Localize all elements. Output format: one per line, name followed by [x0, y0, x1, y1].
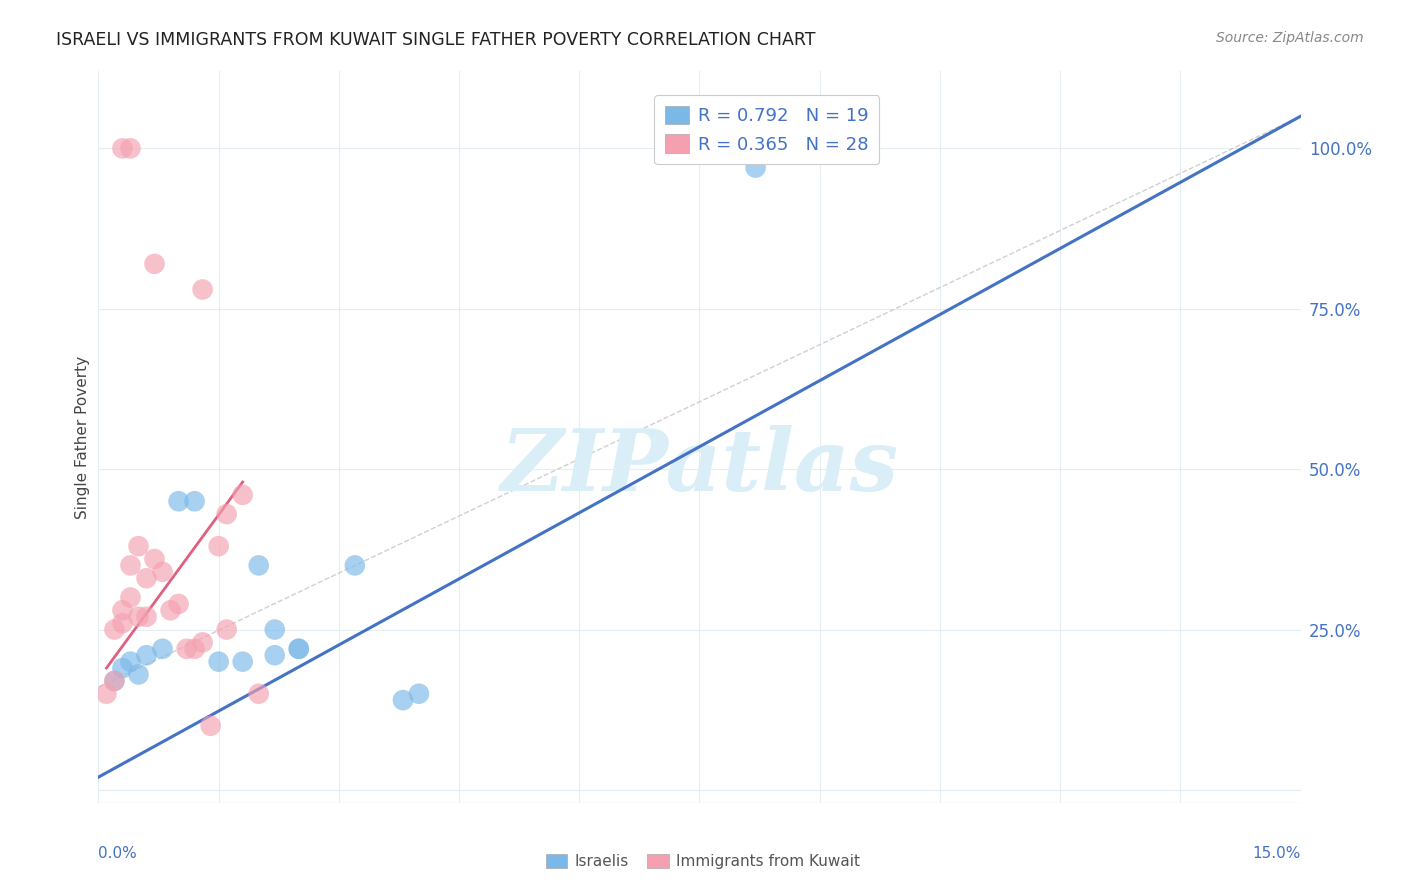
Point: [111, 616, 134, 631]
Point: [232, 488, 254, 502]
Point: [200, 719, 222, 733]
Point: [128, 667, 150, 681]
Point: [143, 257, 166, 271]
Point: [120, 591, 142, 605]
Point: [143, 552, 166, 566]
Point: [288, 641, 311, 656]
Point: [120, 655, 142, 669]
Point: [744, 161, 766, 175]
Point: [263, 623, 285, 637]
Point: [159, 603, 181, 617]
Text: ISRAELI VS IMMIGRANTS FROM KUWAIT SINGLE FATHER POVERTY CORRELATION CHART: ISRAELI VS IMMIGRANTS FROM KUWAIT SINGLE…: [56, 31, 815, 49]
Point: [152, 641, 174, 656]
Point: [111, 141, 134, 155]
Point: [135, 571, 157, 585]
Point: [232, 655, 254, 669]
Point: [183, 494, 205, 508]
Point: [167, 597, 190, 611]
Legend: R = 0.792   N = 19, R = 0.365   N = 28: R = 0.792 N = 19, R = 0.365 N = 28: [654, 95, 879, 164]
Point: [167, 494, 190, 508]
Point: [111, 661, 134, 675]
Y-axis label: Single Father Poverty: Single Father Poverty: [75, 356, 90, 518]
Point: [111, 603, 134, 617]
Point: [135, 648, 157, 663]
Point: [191, 283, 214, 297]
Point: [103, 673, 125, 688]
Point: [263, 648, 285, 663]
Point: [288, 641, 311, 656]
Point: [103, 673, 125, 688]
Point: [208, 539, 231, 553]
Point: [215, 507, 238, 521]
Point: [128, 609, 150, 624]
Point: [392, 693, 415, 707]
Point: [176, 641, 198, 656]
Point: [103, 623, 125, 637]
Point: [120, 141, 142, 155]
Point: [208, 655, 231, 669]
Point: [191, 635, 214, 649]
Point: [247, 558, 270, 573]
Point: [128, 539, 150, 553]
Point: [152, 565, 174, 579]
Point: [96, 687, 118, 701]
Point: [183, 641, 205, 656]
Point: [247, 687, 270, 701]
Text: 0.0%: 0.0%: [98, 847, 138, 861]
Text: ZIPatlas: ZIPatlas: [501, 425, 898, 508]
Legend: Israelis, Immigrants from Kuwait: Israelis, Immigrants from Kuwait: [540, 847, 866, 875]
Point: [215, 623, 238, 637]
Point: [408, 687, 430, 701]
Point: [120, 558, 142, 573]
Point: [343, 558, 366, 573]
Text: Source: ZipAtlas.com: Source: ZipAtlas.com: [1216, 31, 1364, 45]
Text: 15.0%: 15.0%: [1253, 847, 1301, 861]
Point: [135, 609, 157, 624]
